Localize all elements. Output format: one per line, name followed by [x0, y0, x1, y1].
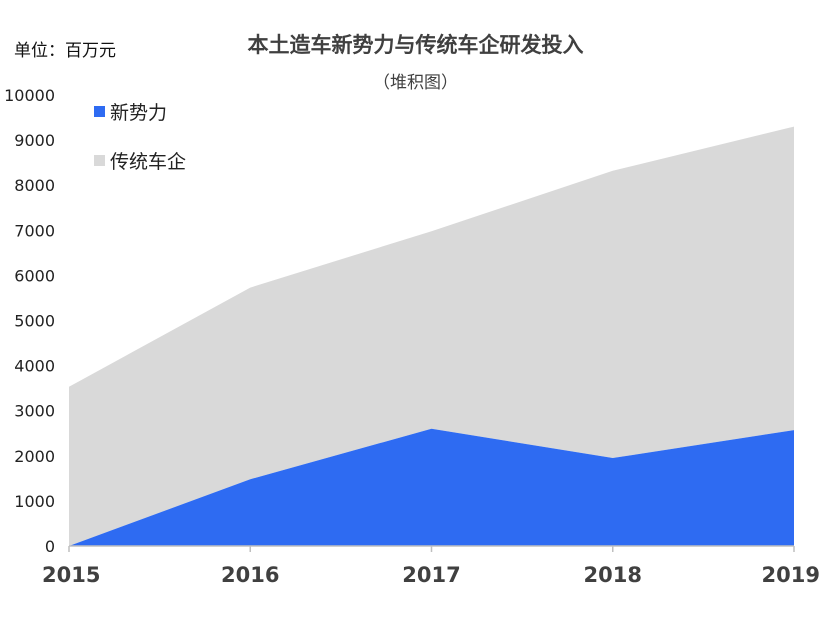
y-axis-labels: 0 1000 2000 3000 4000 5000 6000 7000 8000 9000 100… — [4, 86, 55, 556]
x-tick-label: 2017 — [402, 563, 460, 587]
y-tick-label: 5000 — [14, 312, 55, 331]
x-tick-label: 2018 — [584, 563, 642, 587]
area-traditional — [69, 126, 794, 546]
y-tick-label: 0 — [45, 537, 55, 556]
legend-label-traditional: 传统车企 — [110, 151, 187, 173]
chart-subtitle: （堆积图） — [373, 73, 458, 93]
x-tick-label: 2016 — [221, 563, 279, 587]
area-new-forces — [69, 428, 794, 546]
x-axis-labels: 2015 2016 2017 2018 2019 — [42, 563, 820, 587]
y-tick-label: 4000 — [14, 357, 55, 376]
area-layer — [69, 126, 794, 546]
x-tick-label: 2015 — [42, 563, 100, 587]
chart-title: 本土造车新势力与传统车企研发投入 — [247, 33, 584, 57]
y-tick-label: 3000 — [14, 402, 55, 421]
legend-swatch-traditional — [94, 155, 105, 166]
y-tick-label: 2000 — [14, 447, 55, 466]
y-tick-label: 7000 — [14, 221, 55, 240]
unit-label: 单位：百万元 — [14, 41, 116, 61]
y-tick-label: 8000 — [14, 176, 55, 195]
legend-label-new-forces: 新势力 — [110, 102, 168, 124]
x-axis — [68, 545, 795, 552]
legend-item-traditional: 传统车企 — [94, 147, 186, 174]
x-tick-label: 2019 — [762, 563, 820, 587]
y-tick-label: 9000 — [14, 131, 55, 150]
legend-item-new-forces: 新势力 — [94, 98, 167, 125]
y-tick-label: 10000 — [4, 86, 55, 105]
legend-swatch-new-forces — [94, 106, 105, 117]
y-tick-label: 6000 — [14, 266, 55, 285]
y-tick-label: 1000 — [14, 492, 55, 511]
